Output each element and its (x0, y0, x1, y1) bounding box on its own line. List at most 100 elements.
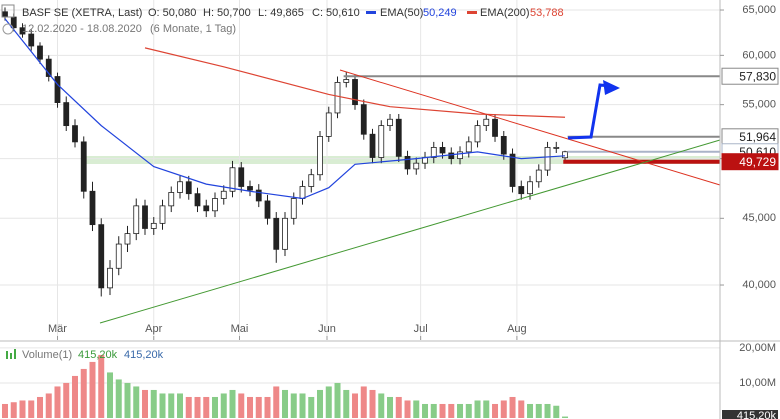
candle-body (63, 102, 70, 127)
volume-bar (238, 393, 245, 418)
date-range: 12.02.2020 - 18.08.2020 (22, 23, 142, 35)
volume-bar (553, 405, 560, 418)
candle-body (290, 198, 297, 219)
x-tick-label: Jul (414, 323, 428, 335)
volume-bar (465, 403, 472, 418)
candle-body (492, 118, 498, 137)
candle-body (352, 79, 358, 106)
volume-bar (325, 386, 332, 418)
volume-bar (308, 396, 315, 418)
volume-bar (124, 382, 131, 418)
volume-bar (439, 403, 446, 418)
clock-icon (2, 23, 14, 35)
candle-body (430, 147, 437, 158)
volume-bar (159, 393, 166, 418)
price-label: 57,830 (739, 69, 776, 83)
candle-body (247, 186, 253, 191)
price-label: 51,964 (739, 130, 776, 144)
volume-bar (334, 382, 341, 418)
volume-bar (220, 393, 227, 418)
high: H: 50,700 (203, 7, 251, 19)
volume-bar (282, 389, 289, 418)
candle-body (509, 153, 516, 187)
volume-tick-label: 10,00M (739, 377, 776, 389)
volume-bar (518, 400, 525, 418)
candle-body (54, 76, 61, 103)
candle-body (115, 243, 122, 269)
candle-body (317, 136, 323, 176)
volume-bar (71, 375, 78, 418)
volume-bar (177, 393, 183, 418)
candle-body (159, 205, 166, 224)
candle-body (553, 147, 560, 149)
ema200-swatch (467, 11, 477, 14)
candle-body (72, 125, 78, 143)
candle-body (360, 104, 367, 135)
ema50-value: 50,249 (423, 7, 457, 19)
price-label-box (721, 153, 779, 171)
volume-bar (343, 389, 350, 418)
volume-bar (378, 393, 385, 418)
volume-bar (185, 396, 192, 418)
ema-line (144, 47, 566, 118)
volume-bar (387, 396, 394, 418)
candle-body (404, 155, 411, 170)
candle-body (98, 224, 105, 289)
volume-bar (247, 396, 254, 418)
volume-bar (168, 393, 175, 418)
candle-body (124, 233, 131, 245)
candle-body (474, 125, 481, 143)
y-tick-label: 45,000 (742, 212, 776, 224)
grid (0, 0, 720, 384)
arrow-head (603, 80, 620, 95)
volume-icon (10, 353, 12, 359)
volume-bar (54, 386, 61, 418)
volume-label-box (722, 410, 778, 419)
ema50-swatch (366, 11, 376, 14)
candle-body (238, 167, 245, 187)
volume-bar (317, 389, 324, 418)
volume-bar (299, 393, 306, 418)
candle-body (194, 193, 201, 207)
candle-body (448, 152, 455, 160)
volume-bar (255, 396, 262, 418)
candle-body (255, 189, 262, 202)
candle-body (518, 186, 525, 195)
candle-body (299, 186, 306, 199)
candle-body (544, 147, 551, 171)
volume-bar (448, 403, 455, 418)
x-tick-label: Jun (318, 323, 336, 335)
price-label-box (721, 67, 779, 85)
candle-body (527, 181, 533, 195)
x-tick-label: Apr (145, 323, 162, 335)
volume-bar (509, 396, 516, 418)
candle-body (133, 205, 140, 235)
menu-icon[interactable] (1, 4, 15, 18)
volume-bar (80, 368, 87, 418)
volume-bar (492, 403, 499, 418)
volume-title: Volume(1) (22, 349, 72, 361)
candle-body (562, 151, 568, 159)
volume-bar (63, 382, 70, 418)
instrument: BASF SE (XETRA, Last) (22, 7, 142, 19)
volume-value: 415,20k (78, 349, 118, 361)
candle-body (457, 151, 463, 160)
y-tick-label: 65,000 (742, 4, 776, 16)
volume-bar (28, 400, 35, 418)
candle-body (220, 190, 227, 199)
candle-body (325, 112, 332, 137)
period: (6 Monate, 1 Tag) (150, 23, 236, 35)
candle-body (229, 167, 236, 192)
candle-body (413, 162, 420, 170)
candle-body (378, 125, 385, 158)
volume-bar (203, 396, 210, 418)
candle-body (28, 33, 35, 47)
volume-bar (115, 379, 122, 418)
volume-bar (229, 389, 236, 418)
volume-icon (6, 351, 8, 359)
volume-bar (290, 393, 297, 418)
low: L: 49,865 (258, 7, 304, 19)
candle-body (107, 267, 113, 289)
support-trendline (99, 139, 721, 324)
